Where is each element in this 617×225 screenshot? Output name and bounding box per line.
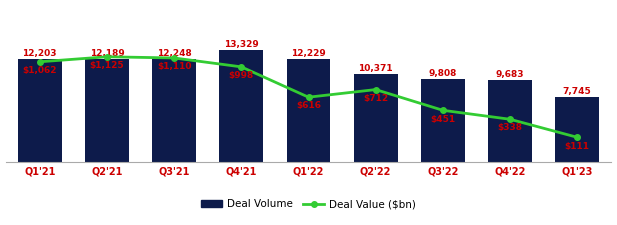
Text: $1,062: $1,062	[22, 66, 57, 75]
Bar	[152, 59, 196, 162]
Text: 12,248: 12,248	[157, 49, 191, 58]
Text: $616: $616	[296, 101, 321, 110]
Bar	[220, 50, 263, 162]
Bar	[85, 59, 129, 162]
Text: $338: $338	[497, 124, 523, 133]
Text: $712: $712	[363, 94, 388, 103]
Text: 12,189: 12,189	[89, 49, 124, 58]
Bar	[18, 59, 62, 162]
Text: $1,110: $1,110	[157, 62, 191, 71]
Text: 9,683: 9,683	[496, 70, 524, 79]
Bar	[287, 59, 330, 162]
Bar	[421, 79, 465, 162]
Bar	[488, 80, 532, 162]
Text: 7,745: 7,745	[563, 87, 592, 96]
Legend: Deal Volume, Deal Value ($bn): Deal Volume, Deal Value ($bn)	[197, 195, 420, 214]
Text: 13,329: 13,329	[224, 40, 259, 49]
Bar	[354, 74, 397, 162]
Text: 10,371: 10,371	[358, 65, 393, 74]
Text: $998: $998	[229, 71, 254, 80]
Text: 12,203: 12,203	[22, 49, 57, 58]
Text: $111: $111	[565, 142, 590, 151]
Bar	[555, 97, 599, 162]
Text: $1,125: $1,125	[89, 61, 124, 70]
Text: 12,229: 12,229	[291, 49, 326, 58]
Text: 9,808: 9,808	[429, 69, 457, 78]
Text: $451: $451	[430, 115, 455, 124]
